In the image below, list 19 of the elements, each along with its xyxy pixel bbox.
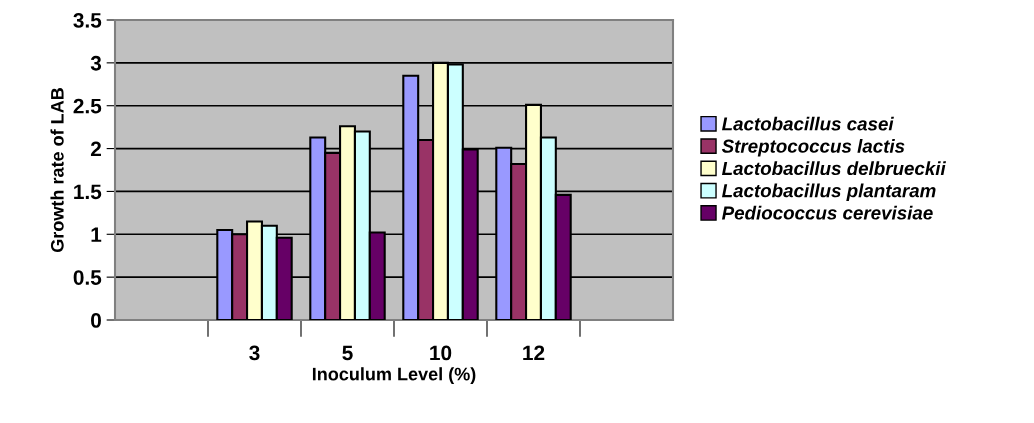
x-tick-label: 12: [523, 345, 545, 361]
y-tick-label: 3: [90, 55, 102, 71]
legend-label: Lactobacillus plantaram: [721, 183, 936, 202]
y-tick-label: 2.5: [73, 98, 102, 114]
y-tick-label: 1: [91, 227, 102, 242]
y-tick-label: 1.5: [74, 184, 102, 200]
x-tick-label: 5: [342, 345, 353, 361]
legend-label: Pediococcus cerevisiae: [721, 205, 933, 220]
x-tick-label: 3: [249, 345, 260, 361]
y-tick-label: 0.5: [73, 270, 102, 285]
x-axis-title: Inoculum Level (%): [312, 367, 476, 385]
legend-label: Streptococcus lactis: [721, 139, 905, 157]
y-tick-label: 3.5: [73, 13, 102, 28]
y-tick-label: 0: [91, 313, 101, 328]
legend-label: Lactobacillus casei: [721, 116, 894, 131]
legend-label: Lactobacillus delbrueckii: [721, 161, 947, 176]
y-tick-label: 2: [90, 141, 101, 157]
y-axis-title: Growth rate of LAB: [50, 88, 64, 253]
x-tick-label: 10: [430, 345, 452, 361]
